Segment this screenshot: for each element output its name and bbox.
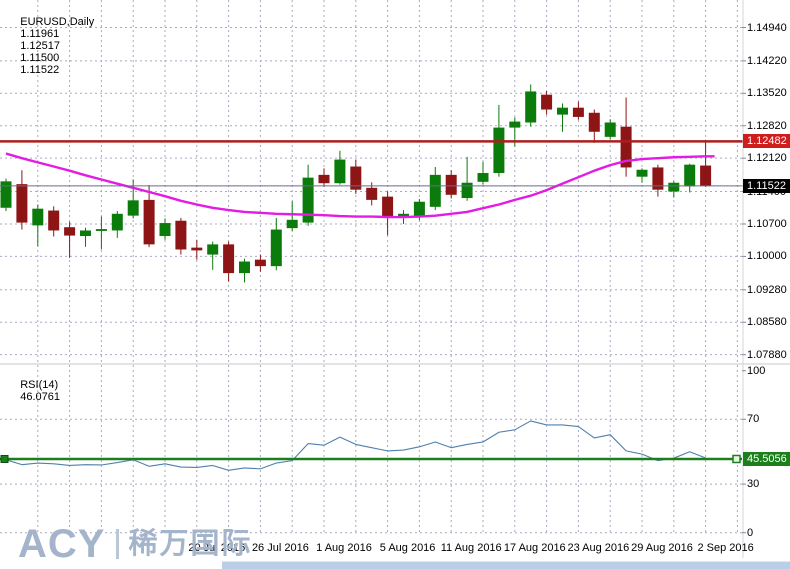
date-axis-label: 23 Aug 2016 [567,542,630,554]
candlestick-series [0,84,712,283]
bear-candle [143,199,155,245]
title-low-value: 1.11500 [20,52,60,64]
bull-candle [239,261,250,274]
hline-price-badge-value: 1.12482 [747,135,787,148]
bull-candle [32,208,44,226]
bull-candle [270,229,282,267]
bull-candle [429,174,441,207]
rsi-name-label: RSI(14) [20,379,59,391]
bear-candle [318,174,330,184]
bull-candle [95,229,107,231]
bull-candle [80,230,91,237]
rsi-hline-badge[interactable]: 45.5056 [743,451,790,466]
price-axis-label: 1.08580 [747,316,787,329]
bull-candle [159,223,171,237]
bull-candle [477,173,489,182]
symbol-timeframe-label: EURUSD,Daily [20,16,95,28]
bull-candle [684,164,696,187]
bull-candle [207,244,219,255]
bull-candle [286,219,298,229]
date-axis-label: 26 Jul 2016 [251,542,309,554]
logo-divider-bar [116,529,120,559]
date-axis-label: 29 Aug 2016 [631,542,693,554]
bear-candle [588,112,600,132]
date-axis-label: 20 Jul 2016 [188,542,246,554]
bull-candle [0,181,12,208]
price-axis-label: 1.09280 [747,283,787,296]
bear-candle [350,166,362,190]
bull-candle [111,213,123,231]
bull-candle [557,107,568,115]
bear-candle [48,210,60,231]
rsi-polyline [5,420,706,471]
price-axis-label: 1.10000 [747,250,787,263]
bull-candle [334,159,346,184]
price-axis-label: 1.07880 [747,348,787,361]
rsi-axis-label: 70 [747,413,760,426]
bull-candle [302,177,314,223]
title-open-value: 1.11961 [20,28,60,40]
acy-brand-logo: ACY 稀万国际 [18,524,252,564]
rsi-hline-badge-value: 45.5056 [747,452,787,465]
rsi-horizontal-line-object[interactable] [0,454,742,464]
window-edge-strip [222,561,790,569]
bull-candle [509,121,521,128]
title-close-value: 1.11522 [20,64,60,76]
bull-candle [636,169,648,177]
rsi-hline-handle-left[interactable] [0,454,9,463]
bull-candle [461,182,473,199]
bear-candle [64,227,76,236]
bull-candle [525,91,537,123]
date-axis-label: 17 Aug 2016 [503,542,566,554]
bear-candle [541,94,553,110]
bid-price-badge: 1.11522 [743,178,790,193]
date-axis-label: 2 Sep 2016 [697,542,754,554]
acy-logo-chinese-text: 稀万国际 [128,528,253,560]
bear-candle [366,187,378,200]
bull-candle [668,182,680,192]
bear-candle [652,167,664,190]
axis-tick-marks [742,27,746,534]
bear-candle [445,174,457,195]
bear-candle [700,165,712,186]
grid-lines [0,0,742,534]
bear-candle [175,220,187,250]
bear-candle [572,107,584,117]
rsi-axis-label: 0 [747,526,754,539]
date-axis-label: 5 Aug 2016 [379,542,436,554]
bid-price-badge-value: 1.11522 [747,179,786,192]
date-axis-label: 11 Aug 2016 [440,542,502,554]
bear-candle [620,126,632,168]
bear-candle [254,259,266,267]
rsi-axis-label: 30 [747,478,760,491]
rsi-value-label: 46.0761 [20,391,60,403]
bull-candle [604,122,616,137]
rsi-hline-handle-right[interactable] [732,454,741,464]
price-axis-label: 1.14940 [747,21,787,34]
rsi-indicator-label: RSI(14) 46.0761 [8,367,64,415]
price-axis-label: 1.13520 [747,87,787,100]
bear-candle [223,244,235,274]
bull-candle [398,213,409,218]
date-axis-label: 1 Aug 2016 [316,542,372,554]
rsi-axis-label: 100 [747,364,766,377]
bear-candle [382,196,394,218]
price-axis-label: 1.10700 [747,217,787,230]
price-axis-label: 1.14220 [747,54,787,67]
title-high-value: 1.12517 [20,40,60,52]
price-axis-label: 1.12120 [747,152,787,165]
rsi-indicator-line [5,420,706,471]
hline-price-badge[interactable]: 1.12482 [743,134,790,149]
acy-logo-text: ACY [18,522,106,566]
bull-candle [127,200,139,216]
chart-title: EURUSD,Daily 1.11961 1.12517 1.11500 1.1… [8,4,104,88]
bull-candle [413,201,425,217]
bear-candle [191,247,203,251]
bear-candle [16,184,28,223]
bull-candle [493,127,505,174]
price-axis-label: 1.12820 [747,119,787,132]
